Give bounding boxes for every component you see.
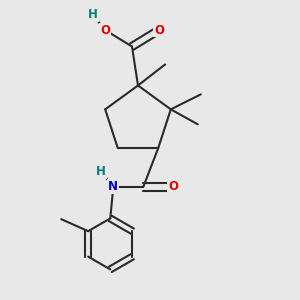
Text: H: H — [96, 165, 106, 178]
Text: O: O — [100, 23, 110, 37]
Text: N: N — [108, 180, 118, 194]
Text: O: O — [154, 23, 164, 37]
Text: O: O — [168, 180, 178, 194]
Text: H: H — [88, 8, 98, 22]
